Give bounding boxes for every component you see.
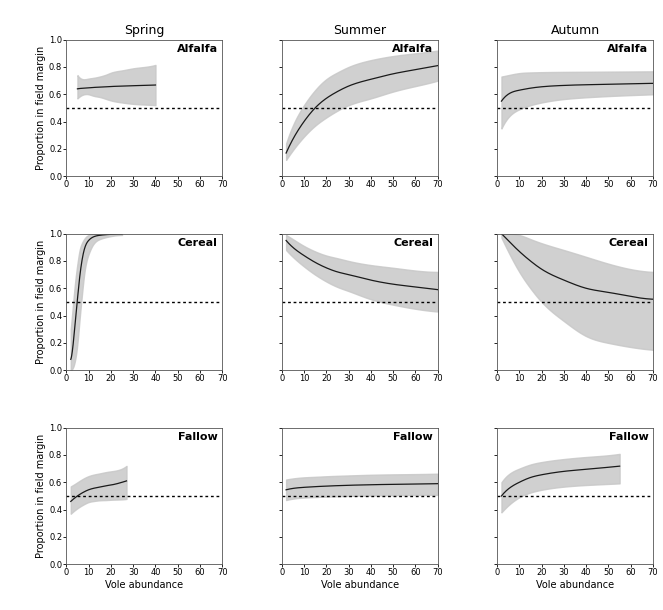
Text: Alfalfa: Alfalfa [607,44,648,54]
Text: Fallow: Fallow [609,432,648,442]
Title: Autumn: Autumn [550,24,599,37]
X-axis label: Vole abundance: Vole abundance [105,580,184,590]
X-axis label: Vole abundance: Vole abundance [321,580,398,590]
Text: Alfalfa: Alfalfa [392,44,433,54]
Title: Spring: Spring [124,24,164,37]
Text: Fallow: Fallow [393,432,433,442]
Y-axis label: Proportion in field margin: Proportion in field margin [36,240,46,364]
Text: Cereal: Cereal [178,238,217,248]
Y-axis label: Proportion in field margin: Proportion in field margin [36,434,46,558]
Text: Cereal: Cereal [393,238,433,248]
Text: Alfalfa: Alfalfa [176,44,217,54]
Text: Fallow: Fallow [178,432,217,442]
Y-axis label: Proportion in field margin: Proportion in field margin [36,46,46,170]
Title: Summer: Summer [333,24,386,37]
X-axis label: Vole abundance: Vole abundance [536,580,614,590]
Text: Cereal: Cereal [609,238,648,248]
